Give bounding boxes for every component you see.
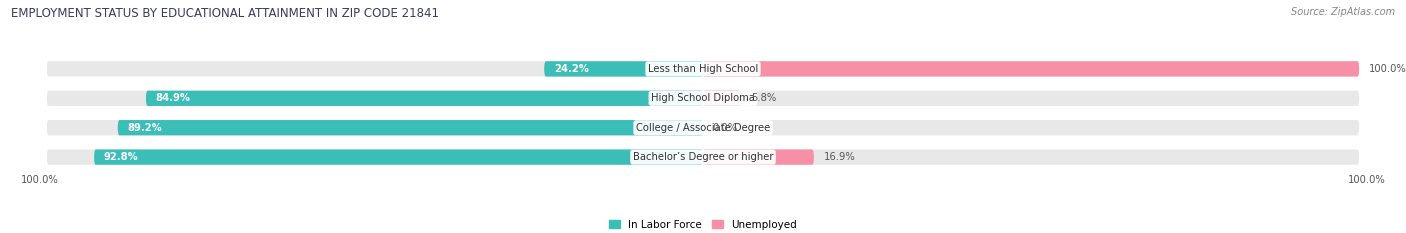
Text: High School Diploma: High School Diploma	[651, 93, 755, 103]
FancyBboxPatch shape	[703, 61, 1360, 77]
Text: 100.0%: 100.0%	[1347, 175, 1385, 185]
Text: 89.2%: 89.2%	[128, 123, 162, 133]
FancyBboxPatch shape	[703, 149, 814, 165]
Text: 92.8%: 92.8%	[104, 152, 139, 162]
Text: 100.0%: 100.0%	[21, 175, 59, 185]
Text: 24.2%: 24.2%	[554, 64, 589, 74]
FancyBboxPatch shape	[46, 61, 1360, 77]
Text: Less than High School: Less than High School	[648, 64, 758, 74]
FancyBboxPatch shape	[703, 91, 741, 106]
FancyBboxPatch shape	[118, 120, 703, 135]
Text: Source: ZipAtlas.com: Source: ZipAtlas.com	[1291, 7, 1395, 17]
FancyBboxPatch shape	[46, 120, 1360, 135]
FancyBboxPatch shape	[46, 91, 1360, 106]
Text: EMPLOYMENT STATUS BY EDUCATIONAL ATTAINMENT IN ZIP CODE 21841: EMPLOYMENT STATUS BY EDUCATIONAL ATTAINM…	[11, 7, 439, 20]
Text: 100.0%: 100.0%	[1369, 64, 1406, 74]
FancyBboxPatch shape	[46, 149, 1360, 165]
Text: College / Associate Degree: College / Associate Degree	[636, 123, 770, 133]
Text: 16.9%: 16.9%	[824, 152, 855, 162]
Text: 84.9%: 84.9%	[156, 93, 191, 103]
Text: 5.8%: 5.8%	[751, 93, 776, 103]
Text: 0.0%: 0.0%	[713, 123, 738, 133]
FancyBboxPatch shape	[94, 149, 703, 165]
FancyBboxPatch shape	[146, 91, 703, 106]
FancyBboxPatch shape	[544, 61, 703, 77]
Legend: In Labor Force, Unemployed: In Labor Force, Unemployed	[605, 216, 801, 233]
Text: Bachelor’s Degree or higher: Bachelor’s Degree or higher	[633, 152, 773, 162]
